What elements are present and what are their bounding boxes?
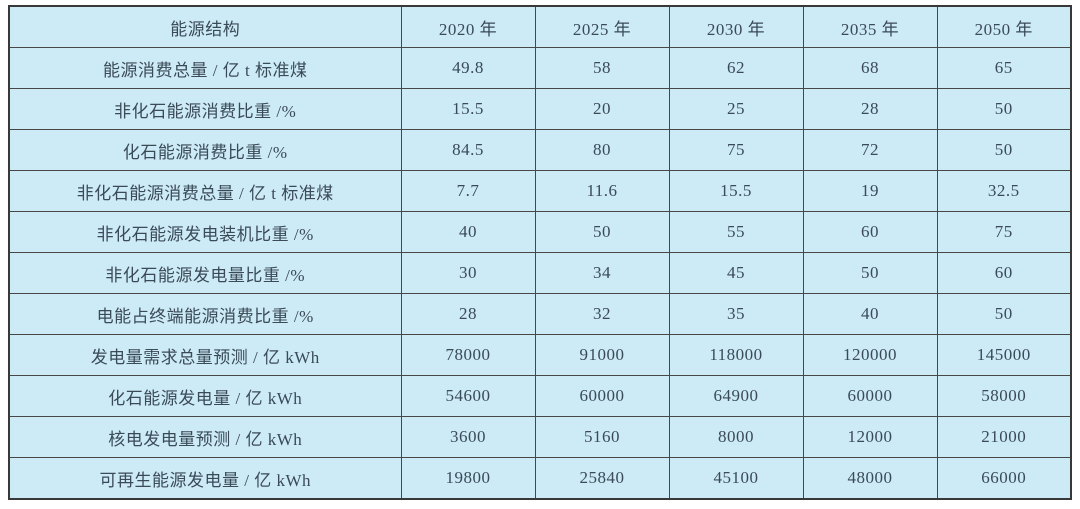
value-cell: 30 [400, 252, 536, 294]
value-cell: 12000 [802, 416, 938, 458]
value-cell: 60000 [534, 375, 670, 417]
table-row: 可再生能源发电量 / 亿 kWh 19800 25840 45100 48000… [8, 457, 1072, 500]
value-cell: 20 [534, 88, 670, 130]
table-row: 化石能源发电量 / 亿 kWh 54600 60000 64900 60000 … [8, 375, 1072, 417]
value-cell: 34 [534, 252, 670, 294]
value-cell: 64900 [668, 375, 804, 417]
table-row: 能源消费总量 / 亿 t 标准煤 49.8 58 62 68 65 [8, 47, 1072, 89]
value-cell: 55 [668, 211, 804, 253]
row-label-cell: 非化石能源消费总量 / 亿 t 标准煤 [8, 170, 402, 212]
table-row: 电能占终端能源消费比重 /% 28 32 35 40 50 [8, 293, 1072, 335]
value-cell: 62 [668, 47, 804, 89]
value-cell: 145000 [936, 334, 1072, 376]
header-row: 能源结构 2020 年 2025 年 2030 年 2035 年 2050 年 [8, 5, 1072, 48]
corner-header-cell: 能源结构 [8, 5, 402, 48]
value-cell: 15.5 [400, 88, 536, 130]
value-cell: 91000 [534, 334, 670, 376]
table-row: 化石能源消费比重 /% 84.5 80 75 72 50 [8, 129, 1072, 171]
value-cell: 25 [668, 88, 804, 130]
value-cell: 68 [802, 47, 938, 89]
value-cell: 72 [802, 129, 938, 171]
value-cell: 11.6 [534, 170, 670, 212]
value-cell: 120000 [802, 334, 938, 376]
value-cell: 50 [936, 293, 1072, 335]
value-cell: 25840 [534, 457, 670, 500]
value-cell: 5160 [534, 416, 670, 458]
value-cell: 80 [534, 129, 670, 171]
row-label-cell: 非化石能源消费比重 /% [8, 88, 402, 130]
value-cell: 54600 [400, 375, 536, 417]
value-cell: 49.8 [400, 47, 536, 89]
value-cell: 45100 [668, 457, 804, 500]
value-cell: 50 [802, 252, 938, 294]
table-row: 非化石能源发电装机比重 /% 40 50 55 60 75 [8, 211, 1072, 253]
value-cell: 19 [802, 170, 938, 212]
row-label-cell: 发电量需求总量预测 / 亿 kWh [8, 334, 402, 376]
table-row: 非化石能源发电量比重 /% 30 34 45 50 60 [8, 252, 1072, 294]
table-row: 发电量需求总量预测 / 亿 kWh 78000 91000 118000 120… [8, 334, 1072, 376]
row-label-cell: 非化石能源发电装机比重 /% [8, 211, 402, 253]
value-cell: 32.5 [936, 170, 1072, 212]
value-cell: 78000 [400, 334, 536, 376]
value-cell: 50 [936, 129, 1072, 171]
value-cell: 75 [668, 129, 804, 171]
value-cell: 28 [802, 88, 938, 130]
year-header-cell: 2020 年 [400, 5, 536, 48]
row-label-cell: 可再生能源发电量 / 亿 kWh [8, 457, 402, 500]
row-label-cell: 能源消费总量 / 亿 t 标准煤 [8, 47, 402, 89]
year-header-cell: 2030 年 [668, 5, 804, 48]
value-cell: 58 [534, 47, 670, 89]
value-cell: 35 [668, 293, 804, 335]
value-cell: 8000 [668, 416, 804, 458]
value-cell: 50 [936, 88, 1072, 130]
value-cell: 28 [400, 293, 536, 335]
value-cell: 60000 [802, 375, 938, 417]
value-cell: 66000 [936, 457, 1072, 500]
energy-structure-table: 能源结构 2020 年 2025 年 2030 年 2035 年 2050 年 … [8, 5, 1072, 500]
value-cell: 15.5 [668, 170, 804, 212]
year-header-cell: 2035 年 [802, 5, 938, 48]
value-cell: 19800 [400, 457, 536, 500]
table-row: 核电发电量预测 / 亿 kWh 3600 5160 8000 12000 210… [8, 416, 1072, 458]
value-cell: 48000 [802, 457, 938, 500]
value-cell: 3600 [400, 416, 536, 458]
row-label-cell: 非化石能源发电量比重 /% [8, 252, 402, 294]
row-label-cell: 核电发电量预测 / 亿 kWh [8, 416, 402, 458]
table-row: 非化石能源消费比重 /% 15.5 20 25 28 50 [8, 88, 1072, 130]
value-cell: 50 [534, 211, 670, 253]
year-header-cell: 2025 年 [534, 5, 670, 48]
row-label-cell: 电能占终端能源消费比重 /% [8, 293, 402, 335]
value-cell: 40 [802, 293, 938, 335]
value-cell: 32 [534, 293, 670, 335]
row-label-cell: 化石能源消费比重 /% [8, 129, 402, 171]
year-header-cell: 2050 年 [936, 5, 1072, 48]
value-cell: 84.5 [400, 129, 536, 171]
value-cell: 60 [802, 211, 938, 253]
value-cell: 7.7 [400, 170, 536, 212]
value-cell: 45 [668, 252, 804, 294]
value-cell: 118000 [668, 334, 804, 376]
value-cell: 40 [400, 211, 536, 253]
value-cell: 21000 [936, 416, 1072, 458]
value-cell: 75 [936, 211, 1072, 253]
row-label-cell: 化石能源发电量 / 亿 kWh [8, 375, 402, 417]
value-cell: 58000 [936, 375, 1072, 417]
value-cell: 65 [936, 47, 1072, 89]
table-row: 非化石能源消费总量 / 亿 t 标准煤 7.7 11.6 15.5 19 32.… [8, 170, 1072, 212]
energy-structure-table-container: 能源结构 2020 年 2025 年 2030 年 2035 年 2050 年 … [8, 5, 1072, 500]
value-cell: 60 [936, 252, 1072, 294]
